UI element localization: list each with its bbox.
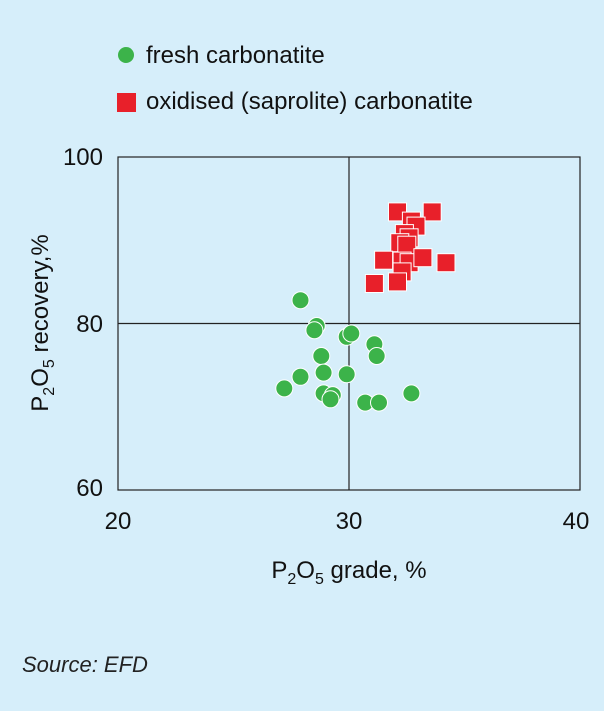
fresh-point-0 [291, 291, 310, 310]
fresh-point-11 [275, 379, 294, 398]
fresh-point-6 [367, 347, 386, 365]
fresh-point-17 [402, 384, 421, 403]
fresh-point-10 [337, 365, 356, 384]
oxidised-point-7 [397, 235, 417, 255]
legend: fresh carbonatite oxidised (saprolite) c… [117, 42, 473, 115]
fresh-point-4 [342, 324, 361, 343]
x-axis-label: P2O5 grade, % [271, 557, 426, 588]
x-tick-label-30: 30 [336, 508, 363, 535]
fresh-point-9 [291, 367, 310, 386]
legend-marker-fresh [118, 47, 134, 63]
x-tick-label-40: 40 [563, 508, 590, 535]
fresh-point-2 [305, 321, 324, 340]
fresh-point-14 [321, 390, 340, 409]
source-note: Source: EFD [22, 652, 148, 677]
oxidised-point-14 [388, 272, 407, 292]
y-tick-label-60: 60 [76, 475, 103, 502]
oxidised-point-8 [374, 250, 394, 270]
legend-label-oxidised: oxidised (saprolite) carbonatite [146, 88, 473, 115]
fresh-point-7 [312, 347, 331, 365]
y-tick-label-80: 80 [76, 311, 103, 338]
oxidised-point-15 [364, 274, 384, 293]
x-tick-label-20: 20 [105, 508, 132, 535]
fresh-point-8 [314, 363, 333, 382]
y-tick-label-100: 100 [63, 144, 103, 171]
oxidised-point-1 [422, 202, 442, 222]
legend-label-fresh: fresh carbonatite [146, 42, 325, 69]
oxidised-point-12 [436, 253, 456, 273]
y-axis-label: P2O5 recovery,% [27, 234, 58, 411]
legend-marker-oxidised [117, 93, 136, 112]
data-points [275, 202, 456, 412]
oxidised-point-11 [413, 248, 433, 268]
fresh-point-16 [370, 393, 388, 412]
